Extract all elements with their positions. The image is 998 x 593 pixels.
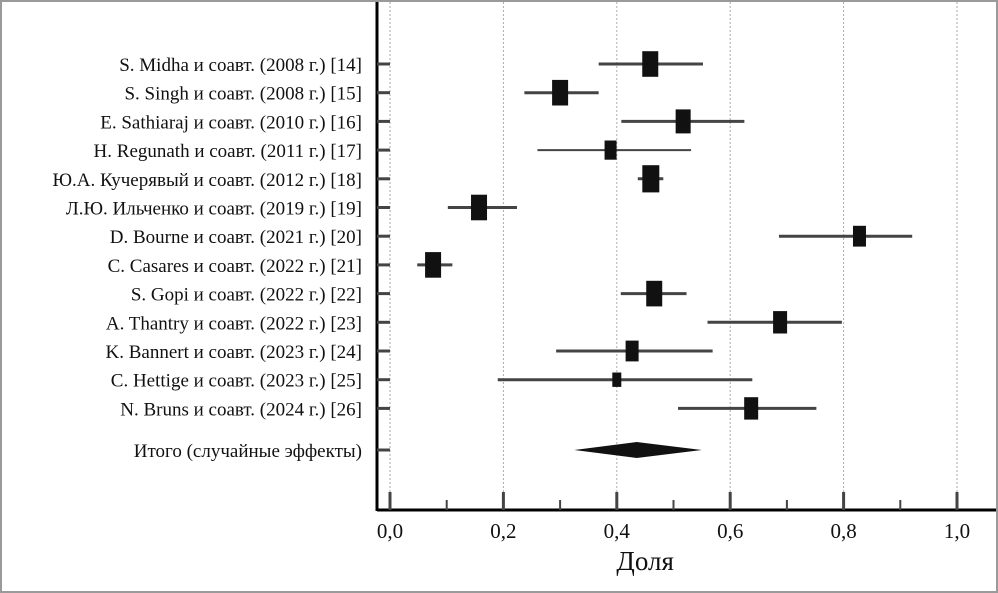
x-tick-label: 0,6 [717,519,743,543]
study-label: C. Hettige и соавт. (2023 г.) [25] [111,371,362,392]
study-label: E. Sathiaraj и соавт. (2010 г.) [16] [100,112,362,133]
study-label: S. Gopi и соавт. (2022 г.) [22] [131,285,362,306]
study-label: A. Thantry и соавт. (2022 г.) [23] [106,313,362,334]
x-tick-label: 0,0 [377,519,403,543]
study-label: Ю.А. Кучерявый и соавт. (2012 г.) [18] [53,170,363,191]
x-tick-label: 1,0 [944,519,970,543]
study-estimate-marker [852,225,866,247]
study-estimate-marker [646,280,663,307]
study-estimate-marker [625,340,639,362]
study-label: S. Midha и соавт. (2008 г.) [14] [119,55,362,76]
study-estimate-marker [552,79,569,106]
study-estimate-marker [675,109,691,134]
study-estimate-marker [642,51,659,77]
study-estimate-marker [425,252,442,278]
study-label: D. Bourne и соавт. (2021 г.) [20] [110,227,362,248]
x-tick-label: 0,8 [830,519,856,543]
study-label: Л.Ю. Ильченко и соавт. (2019 г.) [19] [66,199,362,220]
x-tick-label: 0,2 [490,519,516,543]
study-label: H. Regunath и соавт. (2011 г.) [17] [94,141,362,162]
pooled-label: Итого (случайные эффекты) [134,441,362,462]
study-estimate-marker [612,372,622,387]
x-tick-label: 0,4 [604,519,631,543]
study-label: K. Bannert и соавт. (2023 г.) [24] [106,342,362,363]
study-estimate-marker [642,165,660,193]
x-axis-title: Доля [616,546,673,576]
study-estimate-marker [773,311,788,334]
study-estimate-marker [604,140,617,160]
study-label: N. Bruns и соавт. (2024 г.) [26] [120,399,362,420]
study-estimate-marker [471,194,488,221]
study-estimate-marker [744,397,759,420]
pooled-estimate-diamond [574,442,702,458]
study-label: S. Singh и соавт. (2008 г.) [15] [124,84,362,105]
study-label: C. Casares и соавт. (2022 г.) [21] [108,256,362,277]
